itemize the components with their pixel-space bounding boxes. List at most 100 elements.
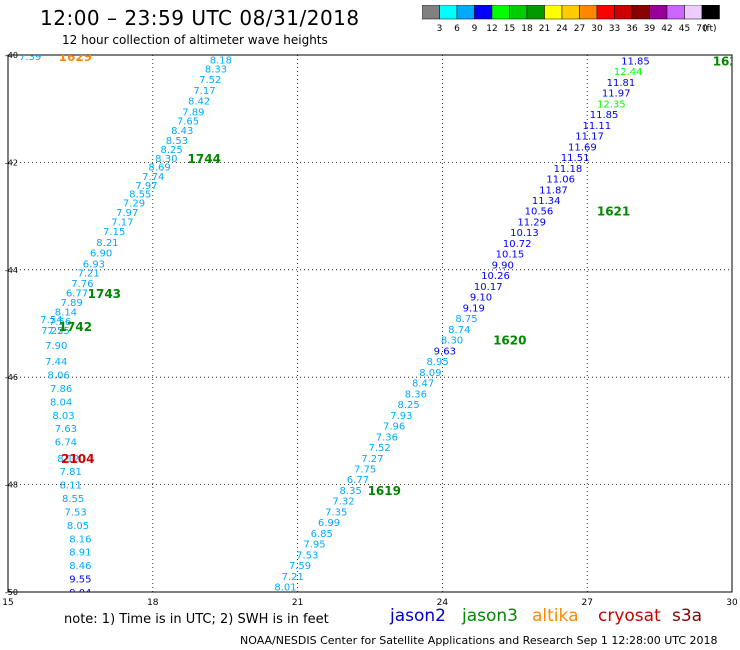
wave-height-value: 7.59	[289, 561, 311, 572]
wave-height-value: 8.46	[69, 561, 91, 572]
wave-height-value: 11.85	[590, 110, 619, 121]
pass-time-label: 1619	[368, 484, 401, 498]
wave-height-value: 9.04	[69, 588, 91, 599]
wave-height-value: 6.74	[55, 438, 77, 449]
colorbar-tick-label: 70	[696, 24, 708, 34]
wave-height-value: 7.74	[142, 172, 164, 183]
colorbar-tick-label: 36	[626, 24, 638, 34]
wave-height-value: 12.70	[645, 13, 674, 24]
wave-height-value: 7.81	[60, 467, 82, 478]
wave-height-value: 8.14	[55, 308, 77, 319]
wave-height-value: 9.19	[463, 303, 485, 314]
legend-s3a: s3a	[672, 606, 703, 626]
colorbar-tick-label: 33	[609, 24, 620, 34]
footer-credit: NOAA/NESDIS Center for Satellite Applica…	[240, 634, 718, 647]
wave-height-value: 8.30	[441, 336, 463, 347]
wave-height-value: 7.86	[50, 384, 72, 395]
wave-height-value: 8.25	[397, 400, 419, 411]
colorbar-tick-label: 45	[679, 24, 690, 34]
wave-height-value: 9.10	[470, 293, 492, 304]
wave-height-value: 7.52	[369, 443, 391, 454]
pass-time-label: 2104	[61, 452, 94, 466]
wave-height-value: 7.54	[40, 315, 62, 326]
wave-height-value: 7.63	[55, 424, 77, 435]
colorbar-tick-label: 24	[556, 24, 568, 34]
colorbar-tick-label: 18	[521, 24, 533, 34]
wave-height-value: 6.77	[347, 475, 369, 486]
wave-height-value: 11.18	[554, 164, 583, 175]
wave-height-value: 8.30	[155, 154, 177, 165]
wave-height-value: 8.91	[69, 548, 91, 559]
legend-jason3: jason3	[462, 606, 518, 626]
wave-height-value: 7.75	[354, 464, 376, 475]
wave-height-value: 7.96	[383, 422, 405, 433]
wave-height-value: 8.18	[210, 55, 232, 66]
wave-height-value: 9.90	[492, 260, 514, 271]
lon-tick-label: 27	[581, 598, 592, 608]
wave-height-value: 8.53	[166, 136, 188, 147]
wave-height-value: 8.74	[448, 325, 470, 336]
wave-height-value: 7.27	[361, 454, 383, 465]
legend-cryosat: cryosat	[598, 606, 661, 626]
wave-height-value: 12.37	[636, 35, 665, 46]
wave-height-value: 14.67	[660, 0, 689, 3]
lat-tick-label: -48	[5, 481, 18, 490]
wave-height-value: 8.67	[267, 593, 289, 604]
wave-height-value: 12.44	[614, 67, 643, 78]
wave-height-value: 7.65	[177, 117, 199, 128]
wave-height-value: 7.97	[135, 181, 157, 192]
wave-height-value: 11.87	[539, 185, 568, 196]
wave-height-value: 7.93	[390, 411, 412, 422]
pass-time-label: 1742	[59, 320, 92, 334]
wave-height-value: 7.25	[48, 326, 70, 337]
pass-time-label: 1744	[188, 152, 221, 166]
wave-height-value: 11.17	[575, 132, 604, 143]
colorbar-unit: (ft)	[703, 24, 717, 34]
wave-height-value: 10.72	[503, 239, 532, 250]
pass-time-label: 1620	[493, 334, 526, 348]
wave-height-value: 7.21	[77, 268, 99, 279]
wave-height-value: 14.43	[640, 24, 669, 35]
wave-height-value: 11.85	[621, 56, 650, 67]
wave-height-value: 8.35	[340, 486, 362, 497]
wave-height-value: 7.52	[199, 75, 221, 86]
lon-tick-label: 24	[437, 598, 449, 608]
wave-height-value: 6.90	[90, 249, 112, 260]
footer-note: note: 1) Time is in UTC; 2) SWH is in fe…	[64, 612, 329, 627]
wave-height-value: 8.95	[426, 357, 448, 368]
wave-height-value: 8.01	[274, 583, 296, 594]
colorbar-tick-label: 39	[644, 24, 656, 34]
wave-height-value: 8.75	[455, 314, 477, 325]
colorbar-tick-label: 27	[574, 24, 585, 34]
wave-height-value: 8.06	[48, 371, 70, 382]
wave-height-value: 7.89	[61, 298, 83, 309]
wave-height-value: 6.77	[66, 288, 88, 299]
wave-height-value: 8.25	[160, 145, 182, 156]
colorbar-tick-label: 12	[486, 24, 497, 34]
pass-time-label: 1629	[59, 50, 92, 64]
wave-height-value: 11.29	[517, 217, 546, 228]
wave-height-value: 7.90	[45, 341, 67, 352]
wave-height-value: 7.53	[64, 507, 86, 518]
wave-height-value: 11.97	[602, 89, 631, 100]
colorbar-tick-label: 9	[472, 24, 478, 34]
page-subtitle: 12 hour collection of altimeter wave hei…	[62, 33, 328, 47]
wave-height-value: 7.36	[376, 432, 398, 443]
wave-height-value: 8.04	[50, 397, 72, 408]
colorbar-tick-label: 3	[437, 24, 443, 34]
wave-height-value: 8.47	[412, 379, 434, 390]
wave-height-value: 7.17	[193, 86, 215, 97]
wave-height-value: 7.53	[296, 550, 318, 561]
colorbar-legend: 3 6 9 12 15 18 21 24 27 30 33 36 39 42 45 70(ft)	[422, 5, 720, 34]
wave-height-value: 7.21	[282, 572, 304, 583]
wave-height-value: 8.21	[96, 238, 118, 249]
wave-height-value: 7.97	[116, 208, 138, 219]
page-title: 12:00 – 23:59 UTC 08/31/2018	[40, 6, 360, 30]
lat-tick-label: -40	[5, 51, 18, 60]
wave-height-value: 10.13	[510, 228, 539, 239]
wave-height-value: 8.05	[67, 521, 89, 532]
wave-height-value: 7.35	[325, 507, 347, 518]
lat-tick-label: -44	[5, 266, 18, 275]
